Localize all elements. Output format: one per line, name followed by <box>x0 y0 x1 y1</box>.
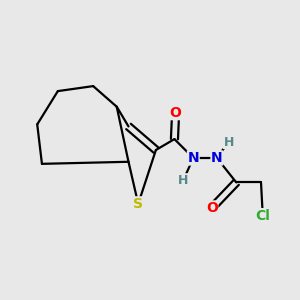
Text: H: H <box>224 136 234 148</box>
Text: Cl: Cl <box>255 209 270 223</box>
Text: H: H <box>178 174 188 187</box>
Text: O: O <box>170 106 182 120</box>
Text: N: N <box>211 151 223 165</box>
Text: S: S <box>133 197 143 211</box>
Text: O: O <box>206 201 218 215</box>
Text: N: N <box>188 151 199 165</box>
